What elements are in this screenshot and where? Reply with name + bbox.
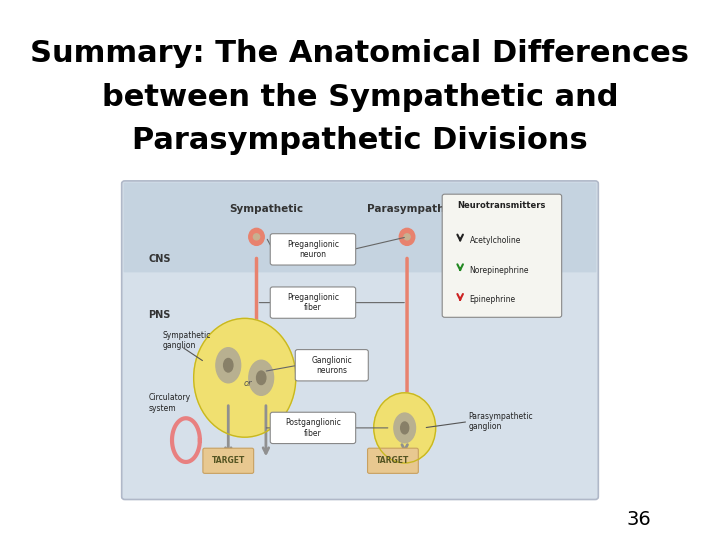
FancyBboxPatch shape [442, 194, 562, 318]
Text: 36: 36 [626, 510, 651, 529]
Text: PNS: PNS [148, 310, 171, 320]
FancyBboxPatch shape [295, 349, 369, 381]
Text: Parasympathetic
ganglion: Parasympathetic ganglion [468, 412, 533, 431]
Text: Preganglionic
neuron: Preganglionic neuron [287, 240, 339, 259]
Text: between the Sympathetic and: between the Sympathetic and [102, 83, 618, 112]
Ellipse shape [249, 228, 264, 245]
Ellipse shape [400, 228, 415, 245]
Ellipse shape [374, 393, 436, 463]
FancyBboxPatch shape [270, 287, 356, 318]
Text: Preganglionic
fiber: Preganglionic fiber [287, 293, 339, 312]
Ellipse shape [400, 422, 409, 434]
FancyBboxPatch shape [124, 183, 596, 272]
Text: or: or [243, 379, 252, 388]
Ellipse shape [249, 360, 274, 395]
Ellipse shape [253, 234, 260, 240]
FancyBboxPatch shape [367, 448, 418, 474]
Ellipse shape [394, 413, 415, 443]
Text: TARGET: TARGET [377, 456, 410, 465]
Ellipse shape [256, 371, 266, 384]
FancyBboxPatch shape [122, 181, 598, 500]
Ellipse shape [216, 348, 240, 383]
Text: CNS: CNS [148, 254, 171, 264]
FancyBboxPatch shape [203, 448, 253, 474]
Text: TARGET: TARGET [212, 456, 245, 465]
Text: Neurotransmitters: Neurotransmitters [458, 201, 546, 210]
Text: Postganglionic
fiber: Postganglionic fiber [285, 418, 341, 437]
Text: Sympathetic
ganglion: Sympathetic ganglion [163, 330, 211, 350]
Text: Sympathetic: Sympathetic [229, 204, 303, 214]
Ellipse shape [224, 359, 233, 372]
FancyBboxPatch shape [270, 412, 356, 443]
Ellipse shape [404, 234, 410, 240]
FancyBboxPatch shape [270, 234, 356, 265]
Text: Parasympathetic: Parasympathetic [366, 204, 467, 214]
Text: Acetylcholine: Acetylcholine [469, 236, 521, 245]
Text: Epinephrine: Epinephrine [469, 295, 516, 305]
Text: Parasympathetic Divisions: Parasympathetic Divisions [132, 126, 588, 155]
Ellipse shape [194, 319, 296, 437]
Text: Circulatory
system: Circulatory system [148, 393, 190, 413]
Text: Norepinephrine: Norepinephrine [469, 266, 529, 275]
Text: Summary: The Anatomical Differences: Summary: The Anatomical Differences [30, 39, 690, 69]
Text: Ganglionic
neurons: Ganglionic neurons [311, 355, 352, 375]
